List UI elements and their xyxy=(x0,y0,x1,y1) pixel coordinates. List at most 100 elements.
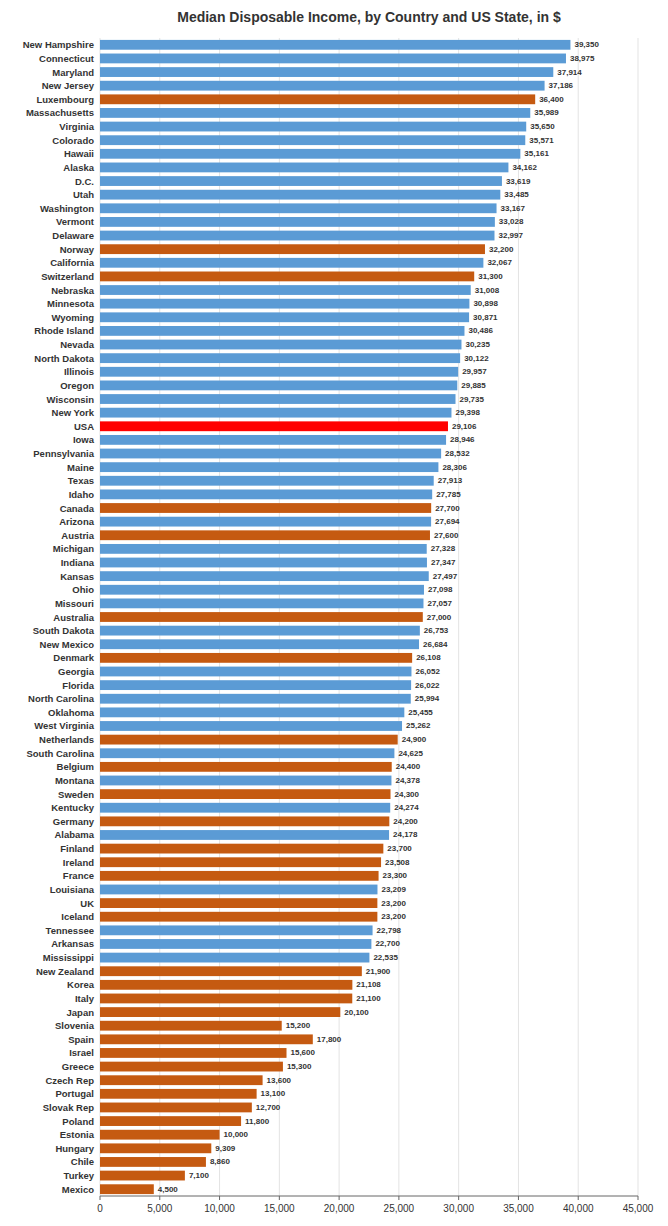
data-label: 27,700 xyxy=(435,504,460,513)
bar xyxy=(100,408,451,418)
bar xyxy=(100,939,371,949)
data-label: 15,600 xyxy=(291,1048,316,1057)
bar xyxy=(100,789,391,799)
data-label: 25,455 xyxy=(408,708,433,717)
category-label: Indiana xyxy=(61,557,95,568)
bar xyxy=(100,885,377,895)
bar xyxy=(100,776,391,786)
bar xyxy=(100,217,495,227)
category-label: Nebraska xyxy=(51,285,94,296)
data-label: 15,200 xyxy=(286,1021,311,1030)
bar xyxy=(100,830,389,840)
bar xyxy=(100,299,469,309)
category-label: Oklahoma xyxy=(48,707,95,718)
bar xyxy=(100,653,412,663)
bar xyxy=(100,517,431,527)
data-label: 30,486 xyxy=(468,326,493,335)
bar xyxy=(100,94,535,104)
bar xyxy=(100,1048,287,1058)
data-label: 29,957 xyxy=(462,367,487,376)
category-label: Ireland xyxy=(63,857,94,868)
category-label: South Dakota xyxy=(33,625,95,636)
data-label: 23,700 xyxy=(387,844,412,853)
category-label: Finland xyxy=(60,843,94,854)
bar xyxy=(100,122,526,132)
bar xyxy=(100,639,419,649)
bar xyxy=(100,857,381,867)
data-label: 30,235 xyxy=(465,340,490,349)
data-label: 22,798 xyxy=(377,926,402,935)
category-label: Sweden xyxy=(58,789,94,800)
bar xyxy=(100,612,423,622)
bar xyxy=(100,285,471,295)
category-label: Norway xyxy=(60,244,95,255)
category-label: Mississippi xyxy=(43,952,94,963)
tick-mark xyxy=(398,1196,399,1200)
category-label: Luxembourg xyxy=(36,94,94,105)
category-label: Australia xyxy=(53,612,94,623)
bar xyxy=(100,721,402,731)
tick-label: 25,000 xyxy=(384,1203,415,1214)
data-label: 35,989 xyxy=(534,108,559,117)
data-label: 24,274 xyxy=(394,803,419,812)
data-label: 15,300 xyxy=(287,1062,312,1071)
grid-line xyxy=(578,38,579,1196)
data-label: 38,975 xyxy=(570,54,595,63)
tick-label: 35,000 xyxy=(503,1203,534,1214)
bar xyxy=(100,871,379,881)
data-label: 17,800 xyxy=(317,1035,342,1044)
data-label: 29,885 xyxy=(461,381,486,390)
data-label: 25,262 xyxy=(406,721,431,730)
tick-label: 0 xyxy=(97,1203,103,1214)
data-label: 37,186 xyxy=(549,81,574,90)
category-label: Virginia xyxy=(59,121,94,132)
category-label: North Dakota xyxy=(34,353,94,364)
bar xyxy=(100,748,394,758)
category-label: Maine xyxy=(67,462,94,473)
bar xyxy=(100,312,469,322)
data-label: 24,378 xyxy=(395,776,420,785)
category-label: Alabama xyxy=(54,829,94,840)
bar xyxy=(100,353,460,363)
category-label: Czech Rep xyxy=(45,1075,94,1086)
category-label: Maryland xyxy=(52,67,94,78)
axis-line xyxy=(100,1196,638,1197)
category-label: Washington xyxy=(40,203,94,214)
bar xyxy=(100,503,431,513)
category-label: Arizona xyxy=(59,516,95,527)
category-label: Michigan xyxy=(53,543,94,554)
bar xyxy=(100,544,427,554)
data-label: 25,994 xyxy=(415,694,440,703)
data-label: 30,871 xyxy=(473,313,498,322)
tick-label: 45,000 xyxy=(623,1203,654,1214)
bar xyxy=(100,340,461,350)
data-label: 36,400 xyxy=(539,95,564,104)
bar xyxy=(100,149,520,159)
data-label: 27,328 xyxy=(431,544,456,553)
bar xyxy=(100,912,377,922)
data-label: 26,022 xyxy=(415,681,440,690)
bar xyxy=(100,394,455,404)
data-label: 27,057 xyxy=(427,599,452,608)
category-label: Alaska xyxy=(63,162,94,173)
bar xyxy=(100,231,494,241)
category-label: Korea xyxy=(67,979,95,990)
bar xyxy=(100,1103,252,1113)
bar xyxy=(100,244,485,254)
category-label: Italy xyxy=(75,993,95,1004)
bar xyxy=(100,67,553,77)
bar xyxy=(100,571,429,581)
bar xyxy=(100,1116,241,1126)
data-label: 23,300 xyxy=(383,871,408,880)
bar xyxy=(100,326,464,336)
data-label: 32,067 xyxy=(487,258,512,267)
category-label: Switzerland xyxy=(41,271,94,282)
bar xyxy=(100,762,392,772)
category-label: Hawaii xyxy=(64,148,94,159)
category-label: New Hampshire xyxy=(23,39,94,50)
data-label: 22,535 xyxy=(373,953,398,962)
category-label: Chile xyxy=(71,1156,94,1167)
bar xyxy=(100,54,566,64)
bar xyxy=(100,898,377,908)
category-label: USA xyxy=(74,421,94,432)
